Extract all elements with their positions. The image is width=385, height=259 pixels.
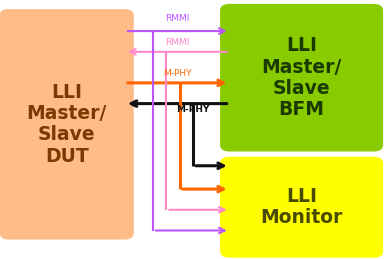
Text: RMMI: RMMI — [165, 14, 189, 23]
Text: M-PHY: M-PHY — [163, 69, 192, 78]
Text: LLI
Master/
Slave
DUT: LLI Master/ Slave DUT — [27, 83, 107, 166]
Text: RMMI: RMMI — [165, 38, 189, 47]
Text: LLI
Master/
Slave
BFM: LLI Master/ Slave BFM — [261, 36, 342, 119]
FancyBboxPatch shape — [0, 9, 134, 240]
FancyBboxPatch shape — [220, 157, 383, 258]
Text: LLI
Monitor: LLI Monitor — [260, 187, 343, 227]
Text: M-PHY: M-PHY — [176, 105, 209, 114]
FancyBboxPatch shape — [220, 4, 383, 152]
